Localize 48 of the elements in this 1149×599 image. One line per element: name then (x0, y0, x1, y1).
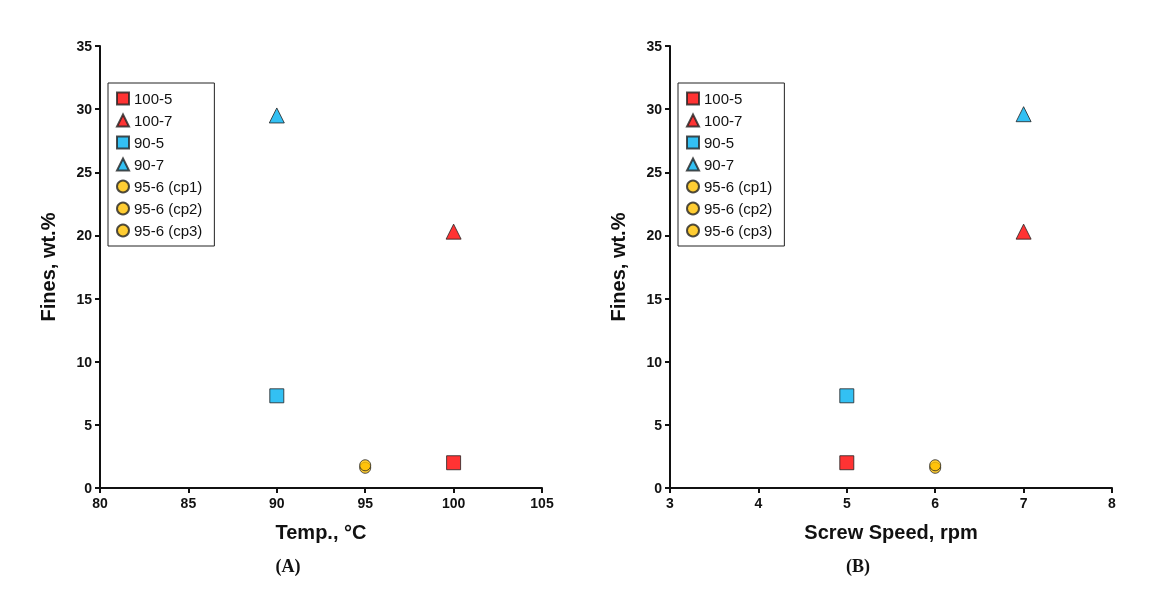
y-tick-label: 25 (646, 164, 663, 181)
legend-label: 95-6 (cp3) (134, 222, 203, 239)
y-tick-label: 10 (646, 353, 663, 370)
legend-label: 95-6 (cp1) (134, 178, 203, 195)
legend-label: 90-5 (704, 134, 735, 151)
legend-label: 95-6 (cp2) (704, 200, 773, 217)
y-tick-label: 5 (654, 416, 663, 433)
legend-label: 90-7 (134, 156, 165, 173)
x-tick-label: 85 (180, 495, 197, 511)
y-tick-label: 5 (84, 416, 93, 433)
y-axis-title: Fines, wt.% (607, 212, 629, 322)
y-tick-label: 0 (84, 480, 93, 496)
x-tick-label: 100 (441, 495, 466, 511)
x-tick-label: 6 (931, 495, 940, 511)
x-axis-title: Temp., °C (275, 521, 367, 543)
y-axis-title: Fines, wt.% (37, 212, 59, 322)
x-tick-label: 4 (754, 495, 763, 511)
x-tick-label: 105 (530, 495, 554, 511)
legend-label: 100-5 (134, 90, 173, 107)
y-tick-label: 30 (76, 101, 93, 118)
y-tick-label: 25 (76, 164, 93, 181)
legend-label: 90-5 (134, 134, 165, 151)
x-tick-label: 3 (666, 495, 675, 511)
x-axis-title: Screw Speed, rpm (804, 521, 978, 543)
legend-label: 100-5 (704, 90, 743, 107)
y-tick-label: 15 (646, 290, 663, 307)
y-tick-label: 10 (76, 353, 93, 370)
y-tick-label: 30 (646, 101, 663, 118)
x-tick-label: 7 (1019, 495, 1028, 511)
x-tick-label: 80 (92, 495, 108, 511)
x-tick-label: 5 (842, 495, 851, 511)
text: (B) (846, 556, 870, 577)
x-tick-label: 8 (1108, 495, 1117, 511)
y-tick-label: 20 (76, 227, 93, 244)
y-tick-label: 20 (646, 227, 663, 244)
legend-label: 95-6 (cp2) (134, 200, 203, 217)
legend-label: 95-6 (cp1) (704, 178, 773, 195)
x-tick-label: 90 (269, 495, 285, 511)
y-tick-label: 15 (76, 290, 93, 307)
y-tick-label: 35 (646, 38, 663, 54)
legend-label: 90-7 (704, 156, 735, 173)
legend-label: 100-7 (134, 112, 173, 129)
text: (A) (275, 556, 301, 577)
y-tick-label: 0 (654, 480, 663, 496)
y-tick-label: 35 (76, 38, 93, 54)
legend-label: 100-7 (704, 112, 743, 129)
legend-label: 95-6 (cp3) (704, 222, 773, 239)
x-tick-label: 95 (357, 495, 374, 511)
